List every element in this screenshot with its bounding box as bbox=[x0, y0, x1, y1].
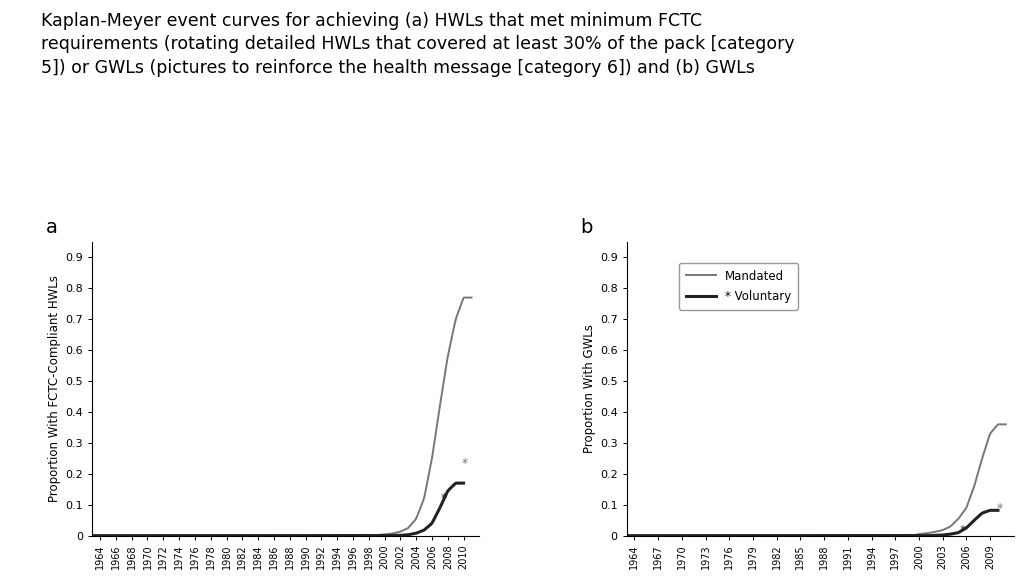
Text: *: * bbox=[959, 524, 966, 537]
Legend: Mandated, * Voluntary: Mandated, * Voluntary bbox=[679, 263, 799, 310]
X-axis label: Year: Year bbox=[271, 575, 300, 576]
Text: *: * bbox=[996, 502, 1002, 515]
X-axis label: Year: Year bbox=[806, 575, 835, 576]
Text: Kaplan-Meyer event curves for achieving (a) HWLs that met minimum FCTC
requireme: Kaplan-Meyer event curves for achieving … bbox=[41, 12, 795, 77]
Text: *: * bbox=[440, 492, 446, 505]
Y-axis label: Proportion With FCTC-Compliant HWLs: Proportion With FCTC-Compliant HWLs bbox=[48, 275, 61, 502]
Y-axis label: Proportion With GWLs: Proportion With GWLs bbox=[583, 324, 596, 453]
Text: a: a bbox=[46, 218, 57, 237]
Text: *: * bbox=[462, 457, 468, 469]
Text: b: b bbox=[580, 218, 593, 237]
